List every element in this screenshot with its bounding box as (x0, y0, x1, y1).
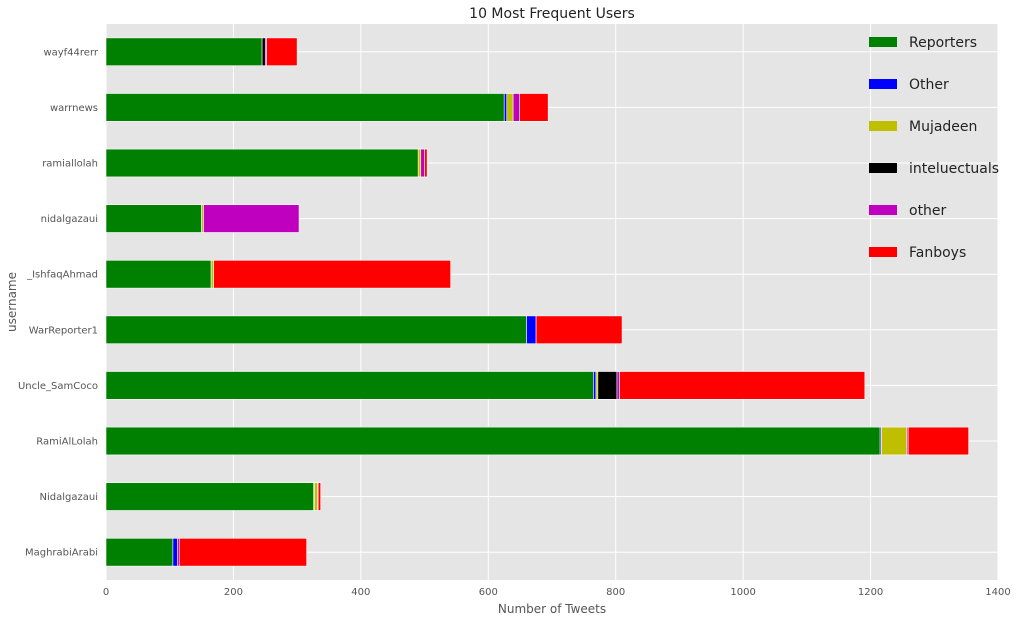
bar-segment (619, 371, 866, 400)
legend-label: Other (909, 77, 949, 93)
bar-segment (105, 482, 315, 511)
legend: Reporters Other Mujadeen inteluectuals other… (869, 35, 999, 261)
x-tick-label: 1400 (985, 587, 1010, 598)
bar-segment (314, 482, 318, 511)
bar-segment (597, 371, 618, 400)
legend-swatch (869, 205, 897, 215)
bars (105, 37, 969, 567)
y-axis-label: username (5, 272, 19, 332)
bar-segment (593, 371, 597, 400)
legend-label: inteluectuals (909, 161, 999, 177)
y-tick-label: RamiAlLolah (36, 437, 98, 448)
bar-segment (105, 37, 263, 67)
bar-segment (105, 371, 594, 400)
bar-segment (266, 37, 298, 67)
x-tick-label: 200 (224, 587, 243, 598)
x-tick-label: 0 (103, 587, 109, 598)
bar-segment (526, 315, 537, 344)
x-tick-label: 1000 (730, 587, 755, 598)
y-tick-labels: MaghrabiArabi Nidalgazaui RamiAlLolah Uncle… (18, 47, 99, 558)
bar-segment (424, 148, 428, 178)
y-tick-label: _IshfaqAhmad (26, 270, 98, 281)
bar-segment (261, 37, 266, 67)
legend-label: Fanboys (909, 245, 966, 261)
bar-segment (616, 371, 620, 400)
y-tick-label: nidalgazaui (41, 214, 98, 225)
y-tick-label: Uncle_SamCoco (18, 381, 98, 392)
x-tick-label: 1200 (858, 587, 883, 598)
x-tick-labels: 0 200 400 600 800 1000 1200 1400 (103, 587, 1011, 598)
bar-segment (105, 315, 527, 344)
bar-segment (105, 426, 881, 456)
bar-segment (907, 426, 969, 456)
legend-swatch (869, 163, 897, 173)
legend-swatch (869, 37, 897, 47)
legend-swatch (869, 79, 897, 89)
bar-segment (213, 259, 451, 289)
bar-segment (417, 148, 422, 178)
y-tick-label: Nidalgazaui (40, 492, 98, 503)
bar-segment (519, 93, 549, 122)
bar-segment (105, 204, 202, 233)
bar-segment (506, 93, 514, 122)
bar-segment (881, 426, 908, 456)
x-tick-label: 800 (606, 587, 625, 598)
legend-label: Mujadeen (909, 119, 977, 135)
x-axis-label: Number of Tweets (498, 602, 606, 616)
bar-segment (512, 93, 520, 122)
legend-label: Reporters (909, 35, 977, 51)
bar-segment (105, 537, 174, 567)
legend-swatch (869, 121, 897, 131)
bar-segment (203, 204, 300, 233)
legend-label: other (909, 203, 947, 219)
legend-swatch (869, 247, 897, 257)
y-tick-label: ramiallolah (42, 159, 98, 170)
bar-segment (210, 259, 214, 289)
bar-segment (105, 259, 212, 289)
bar-segment (178, 537, 307, 567)
y-tick-label: MaghrabiArabi (25, 548, 98, 559)
bar-segment (503, 93, 508, 122)
y-tick-label: warrnews (50, 103, 98, 114)
bar-segment (420, 148, 425, 178)
y-tick-label: wayf44rerr (43, 47, 98, 58)
bar-segment (105, 148, 419, 178)
bar-segment (105, 93, 505, 122)
x-tick-label: 600 (479, 587, 498, 598)
bar-segment (535, 315, 623, 344)
y-tick-label: WarReporter1 (29, 325, 98, 336)
bar-segment (172, 537, 178, 567)
chart-title: 10 Most Frequent Users (469, 6, 635, 22)
x-tick-label: 400 (351, 587, 370, 598)
bar-segment (317, 482, 322, 511)
